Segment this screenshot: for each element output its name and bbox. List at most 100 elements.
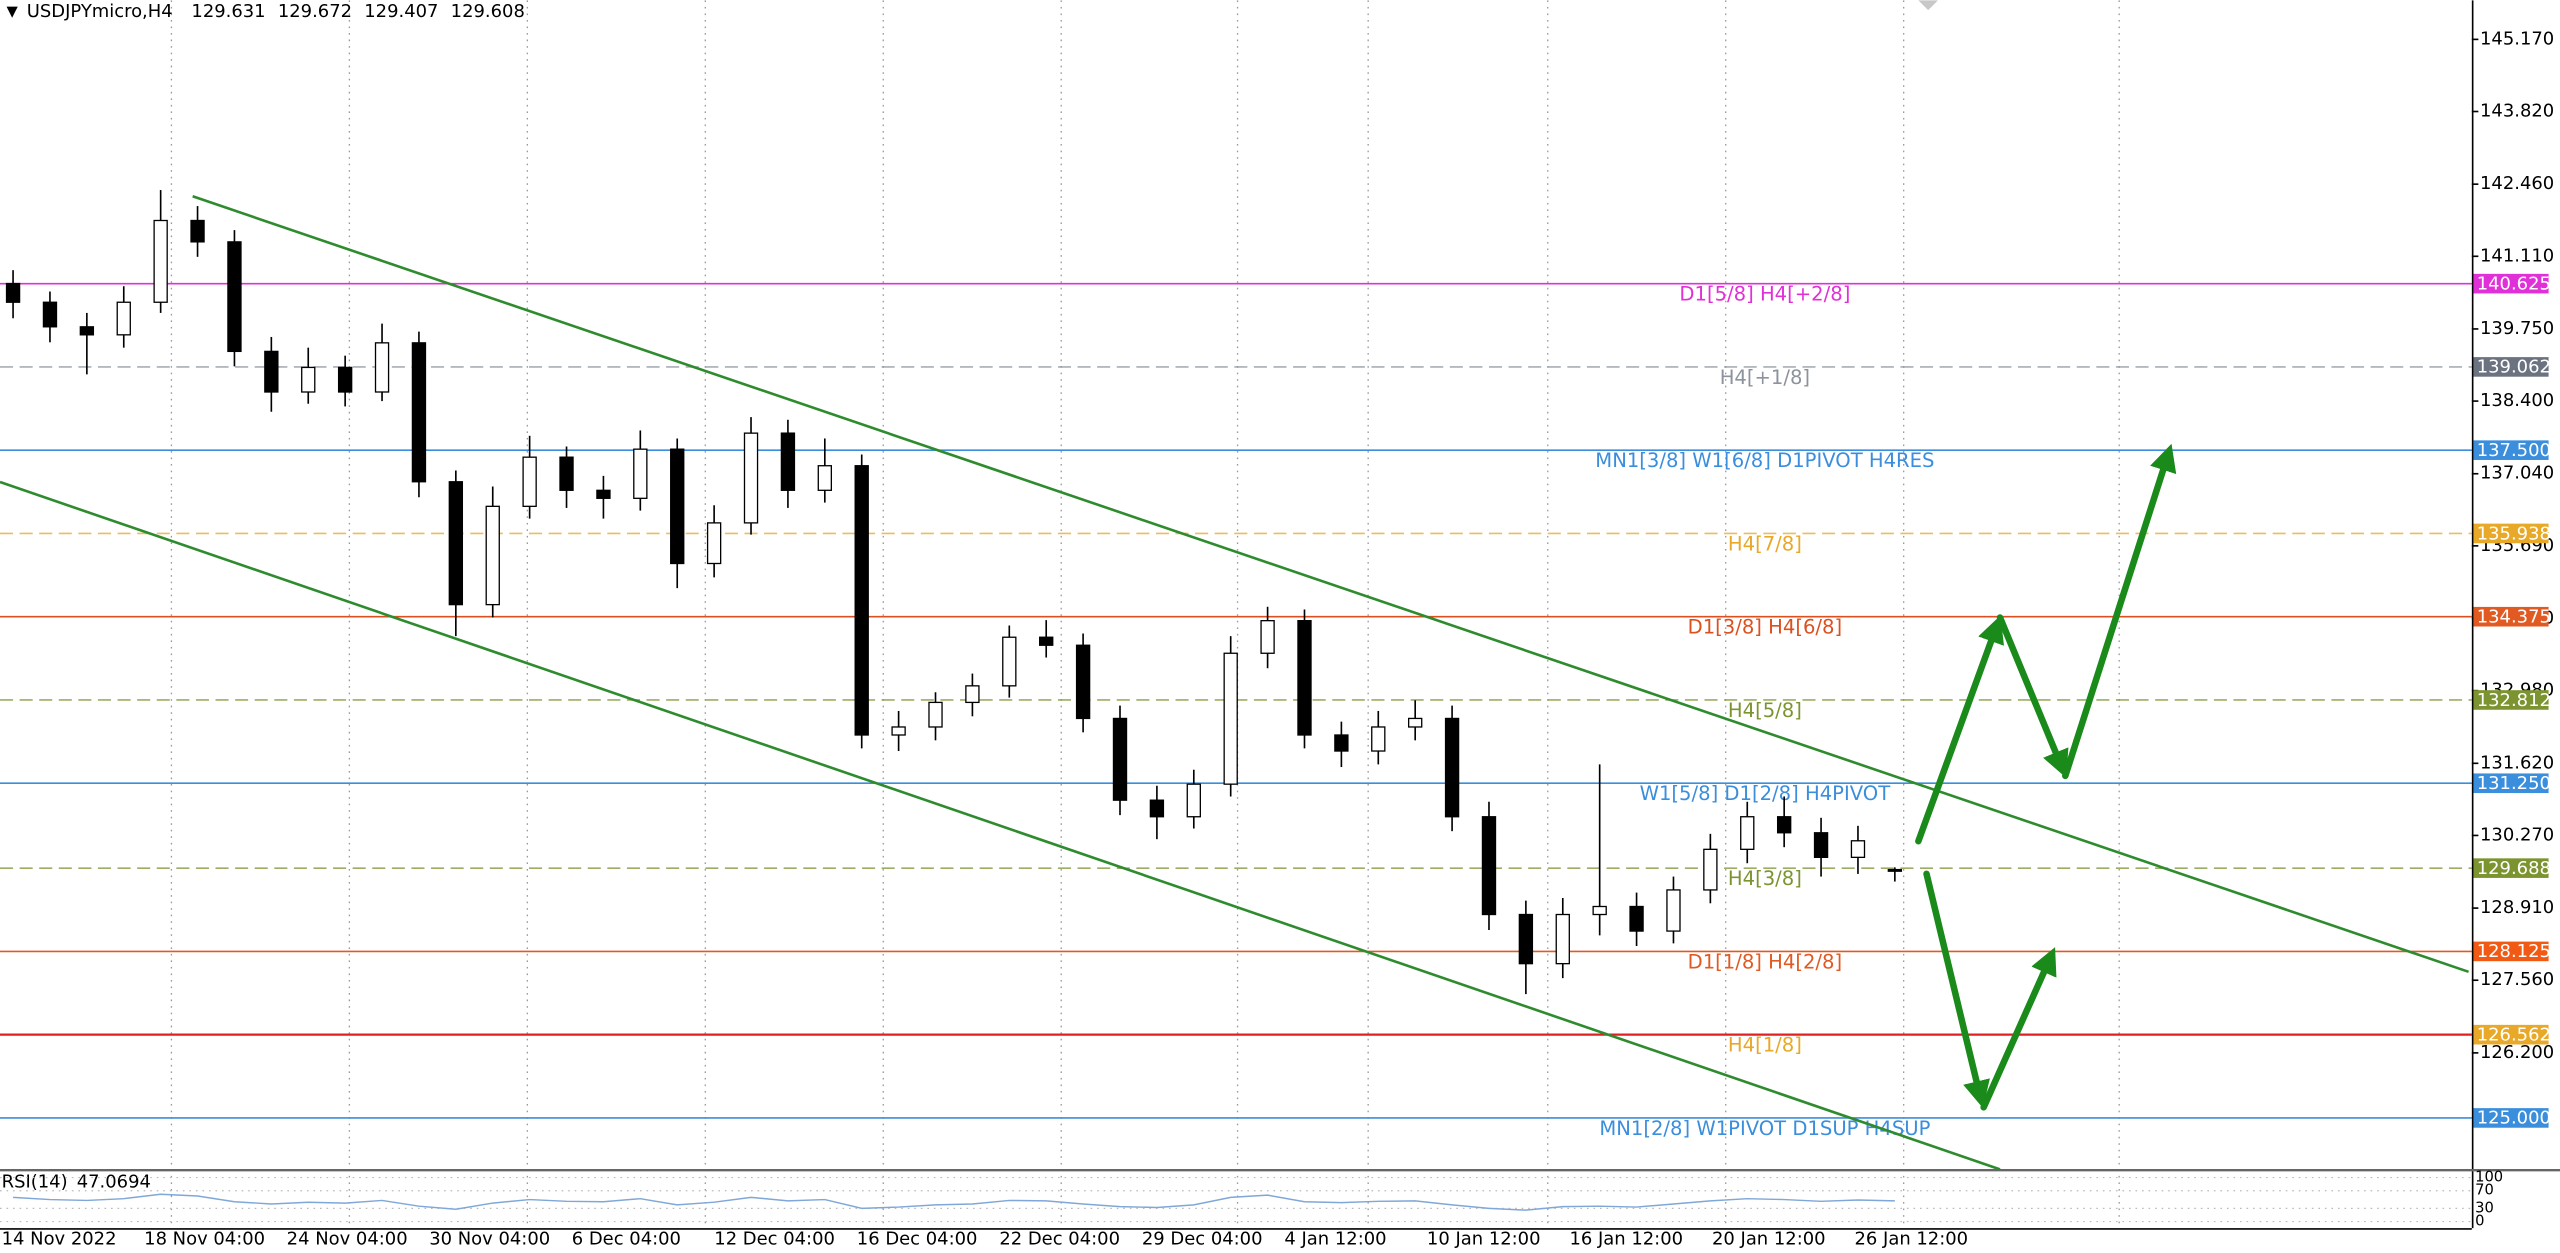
level-text: MN1[3/8] W1[6/8] D1PIVOT H4RES <box>1595 449 1934 472</box>
level-text: H4[3/8] <box>1728 867 1802 890</box>
price-tag <box>2473 606 2549 627</box>
candle-body <box>1703 848 1718 891</box>
candle-body <box>1518 913 1534 965</box>
candle-body <box>374 342 390 393</box>
candle-body <box>1112 717 1128 801</box>
x-tick-label: 29 Dec 04:00 <box>1142 1229 1263 1250</box>
arrow <box>1923 870 1990 1109</box>
candle-body <box>854 465 869 736</box>
candle-body <box>1075 644 1091 720</box>
candle-body <box>1629 905 1644 932</box>
candle-body <box>1371 726 1386 752</box>
header: ▼ USDJPYmicro,H4 129.631 129.672 129.407… <box>7 1 525 22</box>
candle-body <box>1186 783 1201 818</box>
price-tag-label: 125.000 <box>2477 1108 2551 1129</box>
candle-body <box>706 522 722 565</box>
candle-body <box>1481 816 1497 916</box>
candle-body <box>190 219 205 243</box>
y-tick-label: 127.560 <box>2480 969 2554 990</box>
candle-body <box>153 219 168 303</box>
x-tick-label: 12 Dec 04:00 <box>714 1229 835 1250</box>
x-tick-label: 6 Dec 04:00 <box>572 1229 681 1250</box>
candle-body <box>1555 913 1570 965</box>
price-tag <box>2473 523 2549 544</box>
rsi-line <box>13 1193 1895 1211</box>
candle-body <box>596 489 611 499</box>
candle-body <box>1592 905 1607 916</box>
rsi-name: RSI(14) <box>2 1171 68 1192</box>
x-tick-label: 16 Dec 04:00 <box>857 1229 978 1250</box>
level-text: H4[5/8] <box>1728 699 1802 722</box>
candle-body <box>559 456 574 491</box>
price-tag-label: 134.375 <box>2477 607 2551 628</box>
forecast-arrows <box>1915 443 2177 1111</box>
candles <box>5 190 1903 995</box>
price-tag <box>2473 690 2549 710</box>
price-tag <box>2473 1108 2549 1128</box>
candle-body <box>42 301 58 328</box>
y-tick-label: 141.110 <box>2480 245 2554 266</box>
x-tick-label: 20 Jan 12:00 <box>1712 1229 1826 1250</box>
x-tick-label: 24 Nov 04:00 <box>287 1229 408 1250</box>
menu-glyph: ▼ <box>7 3 19 20</box>
rsi-tick-label: 100 <box>2475 1169 2503 1186</box>
candle-body <box>817 465 833 491</box>
y-tick-label: 128.910 <box>2480 897 2554 918</box>
candle-body <box>1039 636 1054 646</box>
arrow <box>1996 614 2069 778</box>
candle-body <box>1666 889 1681 932</box>
candle-body <box>1776 816 1792 834</box>
candle-body <box>1334 734 1349 752</box>
candle-body <box>227 241 242 353</box>
channel-lower <box>0 480 2001 1171</box>
level-text: W1[5/8] D1[2/8] H4PIVOT <box>1640 782 1892 805</box>
price-tag <box>2473 941 2549 962</box>
candle-body <box>1260 620 1275 654</box>
open: 129.631 <box>191 1 265 22</box>
close: 129.608 <box>451 1 525 22</box>
candle-body <box>522 456 537 507</box>
rsi-tick-label: 30 <box>2475 1199 2494 1216</box>
candle-body <box>743 432 759 524</box>
y-tick-label: 143.820 <box>2480 101 2554 122</box>
price-tag-label: 131.250 <box>2477 773 2551 794</box>
price-tag <box>2473 773 2549 794</box>
x-tick-label: 4 Jan 12:00 <box>1284 1229 1386 1250</box>
level-text: D1[5/8] H4[+2/8] <box>1679 283 1850 306</box>
candle-body <box>5 282 21 303</box>
candle-body <box>1223 652 1238 785</box>
candle-body <box>485 505 500 606</box>
price-tag-label: 139.062 <box>2477 357 2551 378</box>
price-tag <box>2473 273 2549 294</box>
rsi-tick-label: 0 <box>2475 1213 2484 1230</box>
price-tag <box>2473 357 2549 377</box>
x-tick-label: 26 Jan 12:00 <box>1855 1229 1969 1250</box>
y-tick-label: 142.460 <box>2480 173 2554 194</box>
price-tag-label: 137.500 <box>2477 440 2551 461</box>
candle-body <box>965 685 980 704</box>
candle-body <box>1813 832 1829 858</box>
candle-body <box>1850 840 1866 858</box>
levels: D1[5/8] H4[+2/8] H4[+1/8] MN1[3/8] W1[6/8]… <box>0 283 2472 1140</box>
x-tick-label: 22 Dec 04:00 <box>999 1229 1120 1250</box>
candle-body <box>1407 717 1423 728</box>
rsi-tick-label: 70 <box>2475 1182 2494 1199</box>
price-axis: 145.170 143.820 142.460 141.110 139.750 138.4… <box>2471 28 2554 1129</box>
x-tick-label: 10 Jan 12:00 <box>1427 1229 1541 1250</box>
candle-body <box>1149 799 1165 818</box>
candle-body <box>116 301 131 336</box>
price-tag-label: 129.688 <box>2477 858 2551 879</box>
candle-body <box>264 350 279 393</box>
price-tag <box>2473 1024 2549 1045</box>
x-tick-label: 18 Nov 04:00 <box>144 1229 265 1250</box>
level-text: D1[3/8] H4[6/8] <box>1688 616 1843 639</box>
y-tick-label: 137.040 <box>2480 463 2554 484</box>
time-axis: 14 Nov 2022 18 Nov 04:00 24 Nov 04:00 30 No… <box>2 1229 1968 1250</box>
price-tag <box>2473 858 2549 878</box>
arrow <box>1915 615 2004 845</box>
candle-body <box>928 701 943 728</box>
level-text: D1[1/8] H4[2/8] <box>1688 950 1843 973</box>
